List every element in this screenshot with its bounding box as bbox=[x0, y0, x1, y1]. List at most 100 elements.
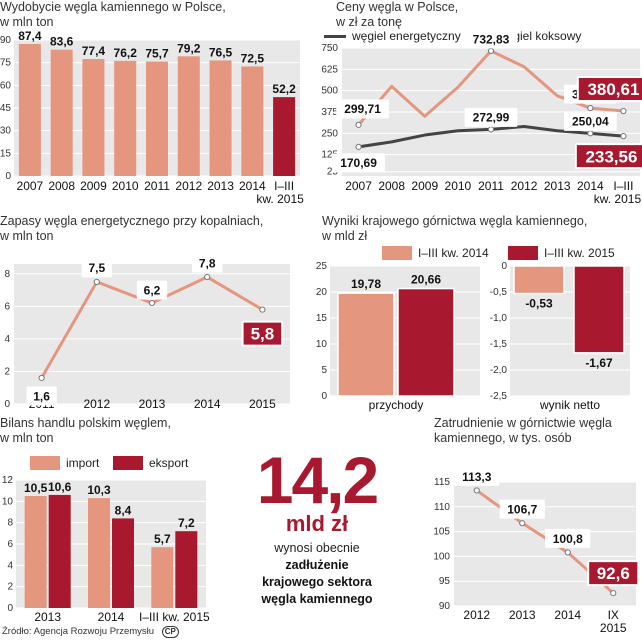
trade-bar bbox=[48, 494, 71, 608]
stocks-point bbox=[259, 306, 266, 313]
employment-label-box bbox=[587, 560, 640, 587]
output-value-label: 79,2 bbox=[177, 41, 201, 55]
employment-label-box bbox=[454, 466, 500, 486]
prices-x-label: 2014 bbox=[577, 179, 604, 193]
debt-line-1: wynosi obecnie bbox=[274, 541, 360, 555]
export-label: eksport bbox=[149, 456, 189, 470]
prices-point bbox=[355, 143, 362, 150]
output-x-label: 2008 bbox=[48, 179, 75, 193]
results-left-ytick: 20 bbox=[316, 287, 328, 298]
prices-label-box bbox=[336, 99, 389, 119]
results-net-label: -1,67 bbox=[585, 356, 613, 370]
output-x-label: 2013 bbox=[207, 179, 234, 193]
prices-point bbox=[355, 121, 362, 128]
output-title-line: Wydobycie węgla kamiennego w Polsce, bbox=[0, 0, 226, 14]
prices-label: 250,04 bbox=[572, 115, 609, 129]
trade-legend-export: eksport bbox=[113, 456, 188, 470]
stocks-label-box bbox=[136, 280, 168, 300]
trade-legend-import: import bbox=[30, 456, 99, 470]
trade-value-label: 8,4 bbox=[115, 503, 132, 517]
output-x-label: 2007 bbox=[17, 179, 44, 193]
output-ytick: 90 bbox=[0, 35, 11, 46]
results-right-ytick: -2,0 bbox=[490, 365, 508, 376]
prices-x-label: 2012 bbox=[511, 179, 538, 193]
employment-point bbox=[564, 549, 571, 556]
results-left-ytick: 15 bbox=[316, 313, 328, 324]
prices-point bbox=[487, 47, 495, 55]
employment-ytick: 95 bbox=[439, 576, 451, 587]
output-value-label: 52,2 bbox=[272, 82, 296, 96]
stocks-label: 6,2 bbox=[144, 283, 161, 297]
prices-label-box bbox=[332, 153, 385, 173]
results-2014-swatch bbox=[382, 246, 412, 260]
trade-ytick: 8 bbox=[7, 518, 13, 529]
employment-point bbox=[519, 520, 526, 527]
employment-ytick: 100 bbox=[433, 551, 450, 562]
results-revenue-bar bbox=[337, 292, 395, 397]
employment-label: 106,7 bbox=[507, 502, 537, 516]
prices-x-label: 2009 bbox=[411, 179, 438, 193]
stocks-point bbox=[204, 273, 211, 281]
trade-bar bbox=[112, 518, 134, 608]
trade-chart: 0 2 4 6 8 10 12 10,5 10,6 2013 10,3 8,4 2014 5,7 7,2 I–… bbox=[2, 475, 210, 624]
prices-point bbox=[620, 133, 627, 140]
output-x-label: 2009 bbox=[80, 179, 107, 193]
prices-label: 170,69 bbox=[340, 156, 377, 170]
prices-title: Ceny węgla w Polsce, w zł za tonę bbox=[336, 0, 458, 30]
trade-ytick: 10 bbox=[2, 496, 14, 507]
employment-label: 92,6 bbox=[597, 564, 630, 583]
output-chart: 0 15 30 45 60 75 90 87,4 2007 83,6 2008 77,4 2009 76,… bbox=[0, 29, 304, 206]
prices-panel: Ceny węgla w Polsce, w zł za tonę węgiel… bbox=[321, 0, 642, 212]
results-chart: 0 5 10 15 20 25 19,78 20,66 przychody 0 -0,5 -1,0 -1… bbox=[316, 261, 630, 412]
output-x-label: 2014 bbox=[239, 179, 266, 193]
employment-label-box bbox=[545, 528, 591, 548]
debt-unit: mld zł bbox=[285, 511, 349, 536]
output-value-label: 76,2 bbox=[114, 46, 138, 60]
results-legend-2015: I–III kw. 2015 bbox=[508, 246, 615, 260]
trade-x-label: 2014 bbox=[98, 610, 125, 624]
results-right-ytick: -2,5 bbox=[490, 391, 508, 402]
output-ytick: 30 bbox=[0, 126, 11, 137]
results-revenue-label: 20,66 bbox=[411, 273, 441, 287]
results-2015-label: I–III kw. 2015 bbox=[544, 246, 615, 260]
output-value-label: 76,5 bbox=[209, 45, 233, 59]
stocks-subtitle: w mln ton bbox=[0, 229, 54, 243]
stocks-label-box bbox=[81, 258, 112, 278]
results-net-bar bbox=[573, 265, 625, 354]
prices-ytick: 375 bbox=[321, 107, 338, 118]
output-bar bbox=[114, 60, 137, 176]
output-ytick: 45 bbox=[0, 103, 11, 114]
employment-ytick: 110 bbox=[434, 502, 450, 513]
output-value-label: 72,5 bbox=[241, 51, 265, 65]
stocks-chart: 02468201120122013201420151,67,56,27,85,8 bbox=[4, 253, 290, 411]
results-left-ytick: 25 bbox=[316, 261, 328, 272]
output-bar bbox=[146, 61, 168, 177]
prices-x-label: 2008 bbox=[378, 179, 405, 193]
stocks-point bbox=[38, 374, 45, 382]
stocks-x-label: 2014 bbox=[194, 397, 221, 411]
output-panel: Wydobycie węgla kamiennego w Polsce, w m… bbox=[0, 0, 318, 206]
prices-label: 233,56 bbox=[585, 147, 637, 166]
trade-title: Bilans handlu polskim węglem, w mln ton bbox=[0, 416, 171, 446]
prices-label-box bbox=[564, 111, 617, 131]
trade-bar bbox=[24, 496, 47, 608]
coking-legend-label: węgiel koksowy bbox=[498, 29, 582, 43]
output-subtitle: w mln ton bbox=[0, 15, 54, 29]
results-2015-swatch bbox=[508, 246, 538, 260]
trade-value-label: 10,5 bbox=[24, 481, 48, 495]
prices-subtitle: w zł za tonę bbox=[336, 15, 403, 29]
prices-label-box bbox=[576, 76, 642, 103]
prices-point bbox=[620, 107, 627, 115]
output-ytick: 60 bbox=[0, 80, 11, 91]
employment-title-line: Zatrudnienie w górnictwie węgla bbox=[434, 416, 612, 430]
trade-ytick: 0 bbox=[7, 603, 13, 614]
results-title: Wyniki krajowego górnictwa węgla kamienn… bbox=[322, 214, 587, 244]
stocks-label: 5,8 bbox=[251, 325, 275, 344]
stocks-ytick: 6 bbox=[4, 301, 10, 312]
prices-label: 732,83 bbox=[473, 32, 510, 46]
employment-point bbox=[610, 590, 617, 597]
prices-ytick: 250 bbox=[321, 128, 338, 139]
employment-ytick: 90 bbox=[439, 601, 451, 612]
results-left-ytick: 10 bbox=[316, 339, 328, 350]
